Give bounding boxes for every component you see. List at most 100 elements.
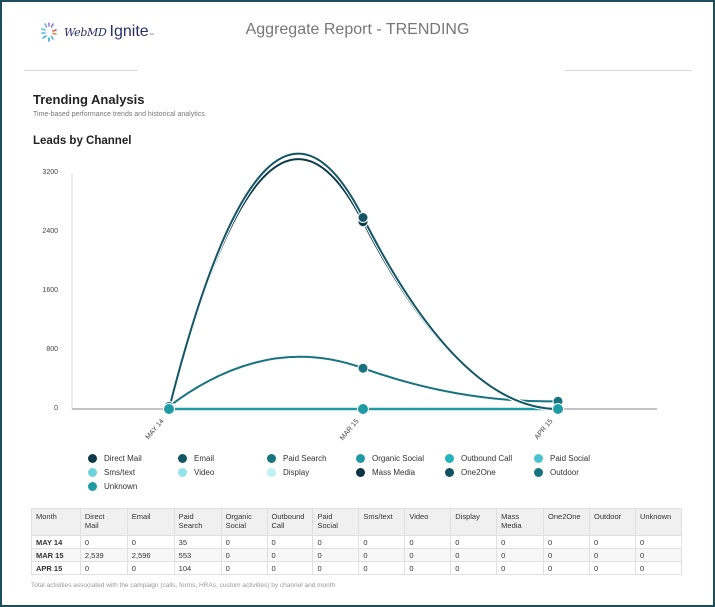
line-chart xyxy=(71,151,657,415)
column-header: Direct Mail xyxy=(79,508,128,536)
table-cell: 35 xyxy=(173,535,222,549)
table-cell: 0 xyxy=(543,561,591,575)
table-cell: 2,596 xyxy=(126,548,175,562)
table-cell: 0 xyxy=(404,561,452,575)
column-header: Outbound Call xyxy=(266,508,314,536)
logo-product: Ignite xyxy=(109,23,149,40)
data-point[interactable] xyxy=(357,212,369,223)
table-cell: 0 xyxy=(79,561,128,575)
legend-item-mass-media[interactable]: Mass Media xyxy=(356,468,415,477)
table-cell: 0 xyxy=(634,535,683,549)
column-header: Display xyxy=(450,508,498,536)
table-cell: 0 xyxy=(450,561,498,575)
header-divider-left xyxy=(24,70,138,71)
legend-swatch xyxy=(178,468,187,477)
legend-item-video[interactable]: Video xyxy=(178,468,214,477)
legend-item-sms-text[interactable]: Sms/text xyxy=(88,468,135,477)
leads-by-channel-table: Month Direct Mail Email Paid Search Organi… xyxy=(31,508,683,575)
y-tick-label: 3200 xyxy=(42,169,58,176)
legend-swatch xyxy=(178,454,187,463)
month-cell: MAY 14 xyxy=(31,535,81,549)
legend-swatch xyxy=(445,468,454,477)
legend-swatch xyxy=(88,454,97,463)
table-cell: 0 xyxy=(404,535,452,549)
table-cell: 0 xyxy=(543,535,591,549)
column-header: Sms/text xyxy=(358,508,406,536)
data-point[interactable] xyxy=(163,403,175,415)
table-cell: 0 xyxy=(634,561,683,575)
column-header: Email xyxy=(126,508,175,536)
report-title: Aggregate Report - TRENDING xyxy=(245,21,470,38)
table-cell: 0 xyxy=(450,535,498,549)
table-cell: 0 xyxy=(266,535,314,549)
legend-swatch xyxy=(534,454,543,463)
logo-brand: WebMD xyxy=(64,26,107,39)
table-cell: 0 xyxy=(589,548,636,562)
table-cell: 0 xyxy=(312,561,360,575)
data-point[interactable] xyxy=(552,403,564,415)
legend-item-display[interactable]: Display xyxy=(267,468,309,477)
table-header-row: Month Direct Mail Email Paid Search Organi… xyxy=(31,508,683,536)
table-cell: 0 xyxy=(358,535,406,549)
column-header: Outdoor xyxy=(589,508,636,536)
table-cell: 0 xyxy=(79,535,128,549)
legend-item-organic-social[interactable]: Organic Social xyxy=(356,454,424,463)
legend-swatch xyxy=(534,468,543,477)
table-cell: 0 xyxy=(450,548,498,562)
legend-item-outdoor[interactable]: Outdoor xyxy=(534,468,579,477)
legend-item-paid-social[interactable]: Paid Social xyxy=(534,454,590,463)
y-tick-label: 1600 xyxy=(42,287,58,294)
column-header: Paid Social xyxy=(312,508,360,536)
table-cell: 0 xyxy=(404,548,452,562)
table-row: APR 15 0 0 104 0 0 0 0 0 0 0 0 0 0 xyxy=(31,561,683,575)
legend-swatch xyxy=(88,468,97,477)
table-cell: 0 xyxy=(220,561,268,575)
table-cell: 0 xyxy=(266,548,314,562)
table-cell: 0 xyxy=(126,561,175,575)
ignite-burst-icon xyxy=(41,22,57,42)
table-cell: 0 xyxy=(589,561,636,575)
table-cell: 0 xyxy=(634,548,683,562)
data-point[interactable] xyxy=(357,362,369,374)
legend-swatch xyxy=(88,482,97,491)
table-cell: 0 xyxy=(312,535,360,549)
table-cell: 0 xyxy=(496,548,545,562)
table-cell: 0 xyxy=(266,561,314,575)
webmd-ignite-logo: WebMD Ignite ™ xyxy=(40,20,154,44)
table-cell: 2,539 xyxy=(79,548,128,562)
series-line-email xyxy=(168,152,559,410)
table-cell: 0 xyxy=(220,535,268,549)
table-row: MAR 15 2,539 2,596 553 0 0 0 0 0 0 0 0 0… xyxy=(31,548,683,562)
section-subtitle: Time-based performance trends and histor… xyxy=(33,111,205,118)
legend-swatch xyxy=(356,468,365,477)
legend-item-paid-search[interactable]: Paid Search xyxy=(267,454,327,463)
column-header: Organic Social xyxy=(220,508,268,536)
table-cell: 0 xyxy=(589,535,636,549)
table-cell: 0 xyxy=(312,548,360,562)
logo-trademark: ™ xyxy=(149,32,154,37)
table-cell: 553 xyxy=(173,548,222,562)
legend-item-email[interactable]: Email xyxy=(178,454,214,463)
legend-swatch xyxy=(356,454,365,463)
legend-item-outbound-call[interactable]: Outbound Call xyxy=(445,454,512,463)
month-cell: APR 15 xyxy=(31,561,81,575)
legend-item-one2one[interactable]: One2One xyxy=(445,468,496,477)
y-tick-label: 0 xyxy=(54,405,58,412)
month-cell: MAR 15 xyxy=(31,548,81,562)
column-header: One2One xyxy=(543,508,591,536)
data-point[interactable] xyxy=(357,403,369,415)
legend-item-unknown[interactable]: Unknown xyxy=(88,482,137,491)
legend-swatch xyxy=(267,468,276,477)
column-header: Unknown xyxy=(634,508,683,536)
legend-item-direct-mail[interactable]: Direct Mail xyxy=(88,454,142,463)
chart-title: Leads by Channel xyxy=(33,135,132,147)
section-title: Trending Analysis xyxy=(33,92,145,107)
column-header: Paid Search xyxy=(173,508,222,536)
legend-swatch xyxy=(445,454,454,463)
table-cell: 0 xyxy=(126,535,175,549)
y-tick-label: 2400 xyxy=(42,228,58,235)
legend-swatch xyxy=(267,454,276,463)
y-tick-label: 800 xyxy=(46,346,58,353)
column-header: Video xyxy=(404,508,452,536)
